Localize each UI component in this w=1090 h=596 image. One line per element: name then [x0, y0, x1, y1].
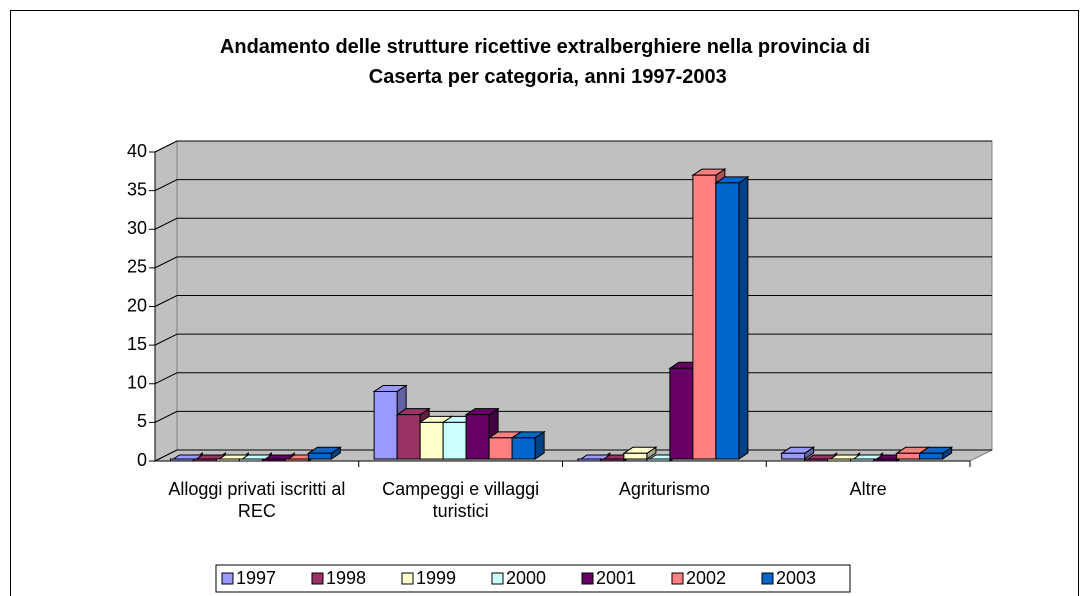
bar — [396, 414, 421, 460]
y-tick-label: 15 — [127, 334, 147, 354]
bar-side-shade — [331, 447, 341, 459]
bar — [577, 458, 602, 462]
y-tick-label: 0 — [137, 450, 147, 470]
legend-swatch — [221, 572, 234, 585]
bar — [307, 452, 332, 460]
bar — [465, 414, 490, 460]
legend-label: 1999 — [416, 568, 456, 588]
y-tick-label: 40 — [127, 141, 147, 161]
legend-label: 1998 — [326, 568, 366, 588]
bar-group — [510, 430, 546, 460]
legend-swatch — [581, 572, 594, 585]
bar — [896, 452, 921, 460]
bar — [919, 452, 944, 460]
bar — [646, 458, 671, 462]
bar-side-shade — [804, 447, 814, 459]
y-tick-label: 5 — [137, 411, 147, 431]
bar — [192, 458, 217, 462]
bar-group — [779, 446, 816, 460]
x-tick-label: Agriturismo — [618, 479, 710, 499]
bar — [623, 452, 648, 460]
bar — [511, 437, 536, 460]
bar-side-shade — [646, 447, 656, 459]
y-tick-label: 30 — [127, 218, 147, 238]
chart-title: Andamento delle strutture ricettive extr… — [220, 36, 870, 88]
x-tick-label: Altre — [849, 479, 887, 499]
bar — [715, 182, 740, 460]
legend-swatch — [401, 572, 414, 585]
x-tick-label: Alloggi privati iscritti al REC — [168, 479, 346, 521]
bar — [238, 458, 263, 462]
bar — [284, 458, 309, 462]
legend-label: 2000 — [506, 568, 546, 588]
bar-side-shade — [535, 431, 545, 459]
bar — [781, 452, 806, 460]
x-tick-label: Campeggi e villaggi turistici — [382, 479, 540, 521]
legend-swatch — [311, 572, 324, 585]
bar — [850, 458, 875, 462]
grid-line — [154, 140, 992, 153]
y-tick-label: 25 — [127, 257, 147, 277]
legend-label: 2002 — [686, 568, 726, 588]
y-tick-label: 35 — [127, 179, 147, 199]
bar — [669, 367, 694, 460]
bar — [169, 458, 194, 462]
legend-swatch — [671, 572, 684, 585]
bar — [804, 458, 829, 462]
legend-label: 2001 — [596, 568, 636, 588]
legend-swatch — [491, 572, 504, 585]
bar — [215, 458, 240, 462]
bar — [827, 458, 852, 462]
y-tick-label: 20 — [127, 295, 147, 315]
bar-group — [622, 446, 658, 460]
legend-swatch — [761, 572, 774, 585]
bar — [488, 437, 513, 460]
bar-group — [714, 175, 750, 460]
bar-group — [917, 446, 954, 460]
bar — [373, 390, 398, 460]
bar — [261, 458, 286, 462]
bar-side-shade — [942, 447, 952, 459]
bar — [873, 458, 898, 462]
legend-label: 1997 — [236, 568, 276, 588]
bar — [442, 421, 467, 460]
legend-label: 2003 — [776, 568, 816, 588]
y-tick-label: 10 — [127, 373, 147, 393]
bar — [419, 421, 444, 460]
bar — [692, 174, 717, 460]
bar-side-shade — [738, 176, 748, 459]
bar — [600, 458, 625, 462]
bar-group — [306, 446, 343, 460]
